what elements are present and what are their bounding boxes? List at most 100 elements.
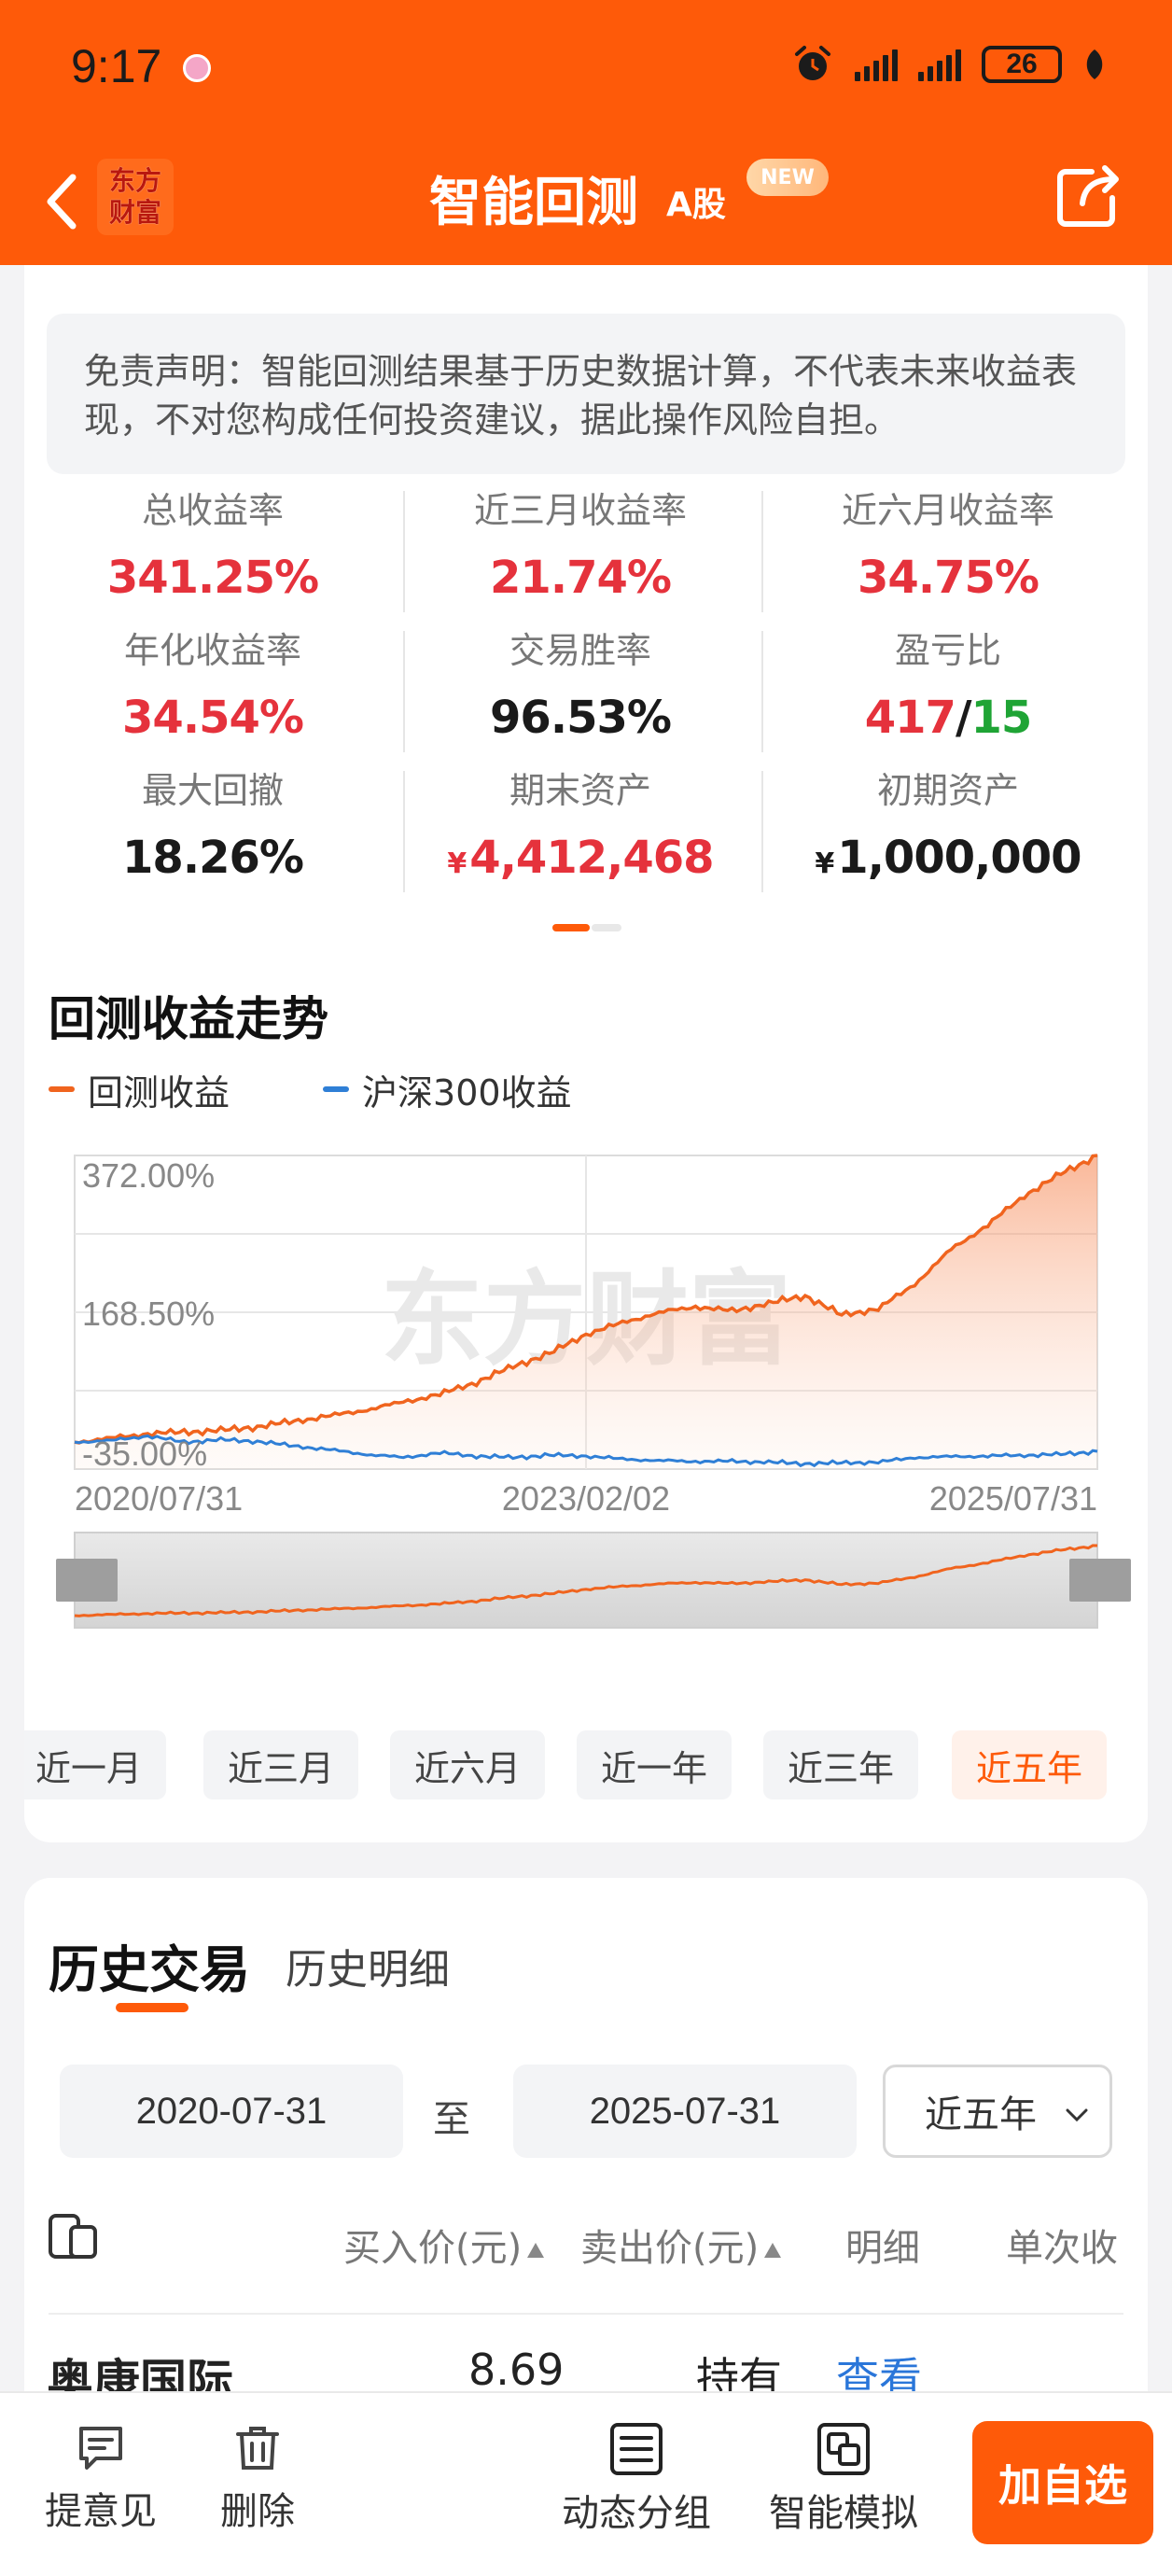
- metric-value: 34.54%: [122, 692, 304, 744]
- metric-label: 近六月收益率: [841, 490, 1054, 531]
- feedback-label: 提意见: [45, 2490, 157, 2533]
- metric-annual-return: 年化收益率 34.54%: [35, 622, 390, 752]
- smart-simulate-label: 智能模拟: [769, 2492, 918, 2535]
- range-button-3m[interactable]: 近三月: [203, 1730, 358, 1799]
- y-tick-label: 168.50%: [82, 1295, 215, 1333]
- leaf-icon: [1086, 49, 1103, 79]
- chevron-down-icon: [1066, 2108, 1088, 2122]
- feedback-button[interactable]: 提意见: [26, 2421, 175, 2535]
- overlap-squares-icon: [817, 2423, 870, 2475]
- status-bar: 9:17 26: [0, 0, 1172, 140]
- range-button-3y[interactable]: 近三年: [763, 1730, 918, 1799]
- column-detail: 明细: [845, 2227, 920, 2270]
- top-bar: 9:17 26 东方 财富 智能回测: [0, 0, 1172, 265]
- divider: [403, 491, 405, 612]
- tab-history-trades[interactable]: 历史交易: [49, 1940, 250, 1999]
- metric-value: 18.26%: [122, 832, 304, 884]
- x-tick-label: 2023/02/02: [502, 1479, 670, 1518]
- dynamic-group-button[interactable]: 动态分组: [543, 2421, 730, 2537]
- sort-icon: [527, 2243, 545, 2258]
- win-count: 417: [864, 692, 956, 744]
- metric-label: 交易胜率: [509, 630, 651, 671]
- metric-label: 年化收益率: [123, 630, 301, 671]
- metric-value: ¥4,412,468: [403, 832, 758, 884]
- metric-value: 341.25%: [106, 552, 319, 604]
- column-single-return: 单次收: [1006, 2227, 1118, 2270]
- legend-swatch: [49, 1086, 75, 1092]
- metrics-grid: 总收益率 341.25% 近三月收益率 21.74% 近六月收益率 34.75%…: [24, 482, 1148, 948]
- metric-label: 盈亏比: [894, 630, 1001, 671]
- metric-value: 34.75%: [858, 552, 1039, 604]
- header: 东方 财富 智能回测 A股 NEW: [0, 140, 1172, 265]
- navigator-handle-right[interactable]: [1069, 1559, 1131, 1602]
- divider: [403, 771, 405, 892]
- column-label: 买入价(元): [343, 2227, 523, 2270]
- chart-section-title: 回测收益走势: [49, 992, 328, 1046]
- column-buy-price[interactable]: 买入价(元): [343, 2218, 545, 2272]
- list-icon: [610, 2423, 663, 2475]
- return-chart[interactable]: 东方财富 372.00% 168.50% -35.00% 2020/07/31 2023/…: [24, 1142, 1148, 1646]
- history-card: 历史交易 历史明细 2020-07-31 至 2025-07-31 近五年 买入…: [24, 1878, 1148, 2401]
- legend-item-hs300: 沪深300收益: [323, 1064, 572, 1115]
- date-to-field[interactable]: 2025-07-31: [513, 2065, 857, 2158]
- range-button-5y[interactable]: 近五年: [952, 1730, 1107, 1799]
- brand-logo-line2: 财富: [108, 197, 161, 228]
- backtest-line: [74, 1154, 1098, 1445]
- metric-value: 96.53%: [490, 692, 672, 744]
- page-title: 智能回测: [429, 173, 638, 233]
- legend-label: 沪深300收益: [362, 1071, 572, 1113]
- page-subtitle: A股: [666, 186, 726, 224]
- y-tick-label: 372.00%: [82, 1156, 215, 1195]
- period-select-value: 近五年: [925, 2093, 1037, 2136]
- add-to-watchlist-button[interactable]: 加自选: [972, 2421, 1153, 2544]
- brand-logo: 东方 财富: [97, 159, 174, 235]
- date-from-field[interactable]: 2020-07-31: [60, 2065, 403, 2158]
- sort-icon: [764, 2243, 782, 2258]
- metric-label: 总收益率: [141, 490, 284, 531]
- delete-button[interactable]: 删除: [183, 2421, 332, 2535]
- divider: [761, 631, 763, 752]
- ratio-separator: /: [955, 692, 972, 744]
- range-button-1y[interactable]: 近一年: [577, 1730, 732, 1799]
- range-selector: 近一月 近三月 近六月 近一年 近三年 近五年: [24, 1730, 1148, 1805]
- smart-simulate-button[interactable]: 智能模拟: [750, 2421, 937, 2537]
- range-button-6m[interactable]: 近六月: [390, 1730, 545, 1799]
- page-dot: [592, 924, 621, 931]
- tab-history-details[interactable]: 历史明细: [286, 1946, 450, 1994]
- alarm-icon: [795, 46, 830, 80]
- navigator-handle-left[interactable]: [56, 1559, 118, 1602]
- column-switch-icon[interactable]: [47, 2210, 99, 2262]
- column-sell-price[interactable]: 卖出价(元): [580, 2218, 782, 2272]
- metric-amount: 4,412,468: [469, 832, 714, 884]
- new-badge: NEW: [746, 159, 829, 196]
- x-tick-label: 2025/07/31: [929, 1479, 1097, 1518]
- range-button-1m[interactable]: 近一月: [24, 1730, 166, 1799]
- metric-amount: 1,000,000: [837, 832, 1081, 884]
- metric-6m-return: 近六月收益率 34.75%: [771, 482, 1125, 612]
- brand-logo-line1: 东方: [108, 165, 161, 196]
- status-time: 9:17: [71, 40, 162, 92]
- currency-symbol: ¥: [815, 847, 834, 880]
- currency-symbol: ¥: [447, 847, 467, 880]
- period-select[interactable]: 近五年: [883, 2065, 1112, 2158]
- chart-legend: 回测收益 沪深300收益: [49, 1066, 665, 1113]
- share-icon[interactable]: [1053, 161, 1123, 231]
- metric-total-return: 总收益率 341.25%: [35, 482, 390, 612]
- metric-max-drawdown: 最大回撤 18.26%: [35, 762, 390, 892]
- metric-label: 初期资产: [876, 770, 1019, 811]
- metric-final-assets: 期末资产 ¥4,412,468: [403, 762, 758, 892]
- metric-profit-loss-ratio: 盈亏比 417/15: [771, 622, 1125, 752]
- metric-value: 21.74%: [490, 552, 672, 604]
- metric-label: 最大回撤: [141, 770, 284, 811]
- back-arrow-icon[interactable]: [37, 166, 93, 237]
- divider: [761, 771, 763, 892]
- metric-label: 期末资产: [509, 770, 651, 811]
- row-divider: [49, 2313, 1123, 2315]
- table-header: 买入价(元) 卖出价(元) 明细 单次收: [24, 2193, 1148, 2287]
- metric-value: 417/15: [771, 692, 1125, 744]
- battery-icon: 26: [982, 46, 1062, 83]
- page-dot-active: [552, 924, 590, 931]
- trash-icon: [236, 2427, 279, 2470]
- hs300-line: [74, 1434, 1098, 1468]
